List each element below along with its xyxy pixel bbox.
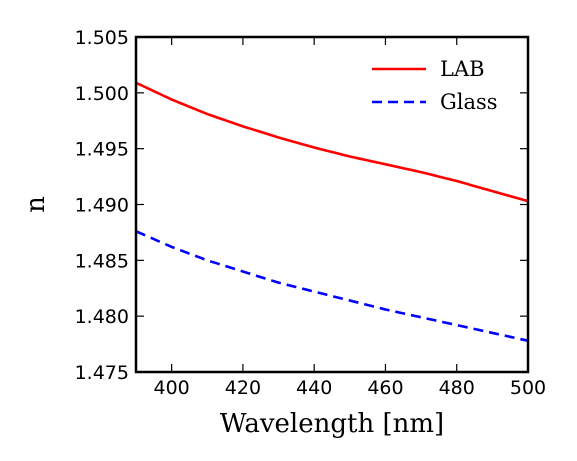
legend-label-lab: LAB xyxy=(440,57,485,81)
y-tick-label: 1.500 xyxy=(75,83,129,105)
x-tick-label: 440 xyxy=(296,377,332,399)
x-tick-label: 420 xyxy=(225,377,261,399)
x-tick-label: 460 xyxy=(367,377,403,399)
plot-frame xyxy=(134,35,530,374)
y-tick-label: 1.505 xyxy=(75,27,129,49)
series-line-glass xyxy=(135,230,529,342)
y-tick-label: 1.485 xyxy=(75,250,129,272)
y-tick-label: 1.480 xyxy=(75,306,129,328)
y-tick-label: 1.475 xyxy=(75,362,129,384)
legend-label-glass: Glass xyxy=(440,90,498,114)
series-line-lab xyxy=(135,81,529,203)
x-tick-label: 500 xyxy=(510,377,546,399)
x-tick-label: 480 xyxy=(439,377,475,399)
y-tick-label: 1.495 xyxy=(75,139,129,161)
y-tick-label: 1.490 xyxy=(75,195,129,217)
y-axis-label: n xyxy=(21,196,51,213)
x-tick-label: 400 xyxy=(154,377,190,399)
legend: LAB Glass xyxy=(372,57,498,114)
x-axis-label: Wavelength [nm] xyxy=(220,409,444,439)
